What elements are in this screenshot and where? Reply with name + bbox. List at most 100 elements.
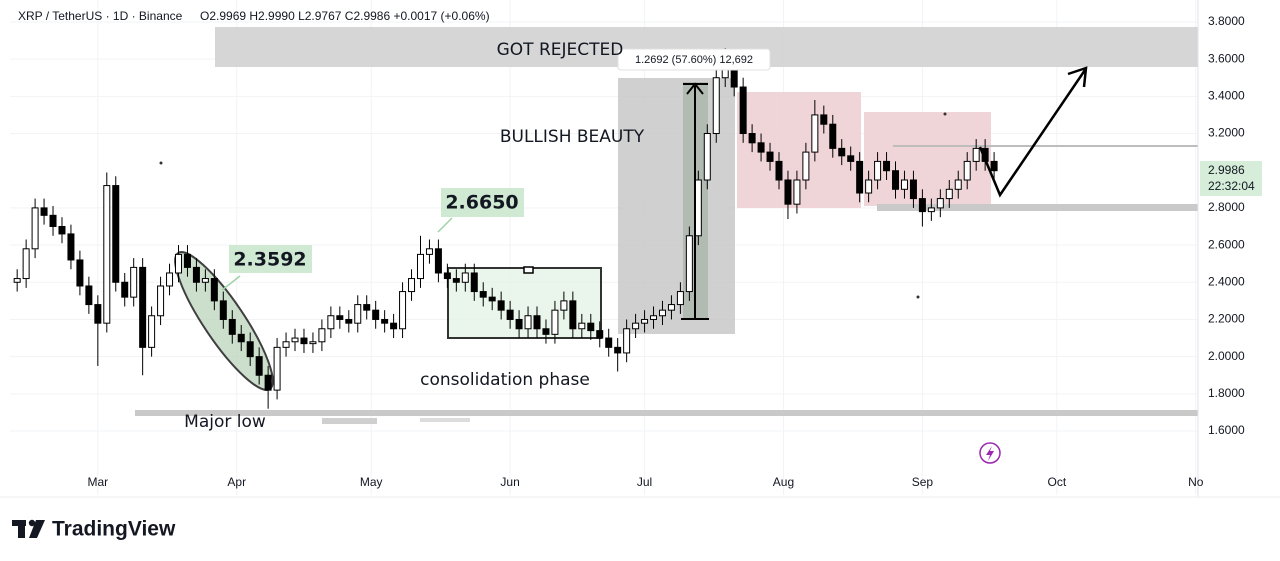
candle-body bbox=[166, 272, 174, 287]
x-tick-label: Aug bbox=[773, 475, 794, 489]
candle-body bbox=[945, 188, 953, 200]
candle-body bbox=[802, 151, 810, 181]
event-icon-bolt bbox=[986, 446, 994, 461]
candle-body bbox=[694, 179, 702, 237]
candle-body bbox=[174, 253, 182, 274]
bullish-label: BULLISH BEAUTY bbox=[500, 127, 645, 147]
ohlc-label: O2.9969 H2.9990 L2.9767 C2.9986 +0.0017 … bbox=[200, 9, 490, 23]
candle-body bbox=[210, 278, 218, 302]
candle-body bbox=[381, 318, 389, 324]
candle-body bbox=[766, 151, 774, 162]
candle-body bbox=[569, 300, 577, 330]
candle-body bbox=[874, 160, 882, 181]
candle-body bbox=[650, 315, 658, 320]
candle-body bbox=[927, 207, 935, 213]
candle-body bbox=[318, 328, 326, 343]
candle-body bbox=[829, 123, 837, 149]
candle-body bbox=[255, 356, 263, 376]
brand-logo bbox=[12, 519, 45, 538]
candle-body bbox=[264, 374, 272, 391]
last-price-badge bbox=[1200, 161, 1262, 196]
candle-body bbox=[632, 322, 640, 330]
candle-body bbox=[793, 179, 801, 205]
measure-label-box bbox=[617, 48, 771, 71]
candle-body bbox=[560, 300, 568, 311]
symbol-label: XRP / TetherUS · 1D · Binance bbox=[18, 9, 183, 23]
major-low-zone bbox=[135, 410, 1198, 416]
x-tick-label: Oct bbox=[1048, 475, 1067, 489]
candle-body bbox=[390, 322, 398, 330]
candle-body bbox=[336, 315, 344, 320]
dot bbox=[159, 161, 163, 165]
candle-body bbox=[300, 337, 308, 345]
candle-body bbox=[784, 179, 792, 205]
y-tick-label: 2.6000 bbox=[1208, 237, 1245, 251]
volume-gap bbox=[322, 418, 377, 424]
candle-body bbox=[157, 285, 165, 317]
y-tick-label: 2.2000 bbox=[1208, 312, 1245, 326]
support-zone bbox=[877, 204, 1198, 211]
candle-body bbox=[291, 337, 299, 343]
y-tick-label: 2.4000 bbox=[1208, 274, 1245, 288]
candle-body bbox=[667, 304, 675, 311]
candle-body bbox=[515, 318, 523, 330]
volume-gap bbox=[420, 418, 470, 422]
y-tick-label: 3.2000 bbox=[1208, 126, 1245, 140]
candle-body bbox=[130, 266, 138, 298]
candle-body bbox=[605, 337, 613, 348]
x-tick-label: No bbox=[1188, 475, 1204, 489]
y-tick-label: 3.8000 bbox=[1208, 14, 1245, 28]
dot bbox=[943, 112, 947, 116]
major-low-label: Major low bbox=[184, 412, 266, 432]
candle-body bbox=[838, 147, 846, 157]
candle-body bbox=[497, 300, 505, 311]
x-tick-label: Apr bbox=[227, 475, 246, 489]
candle-body bbox=[372, 309, 380, 320]
brand-name: TradingView bbox=[52, 518, 176, 541]
callout-label: 2.6650 bbox=[445, 192, 518, 214]
candle-body bbox=[676, 291, 684, 306]
candle-body bbox=[273, 346, 281, 391]
candle-body bbox=[596, 330, 604, 339]
x-tick-label: Mar bbox=[87, 475, 108, 489]
candle-body bbox=[408, 278, 416, 293]
candle-body bbox=[112, 185, 120, 283]
x-tick-label: Sep bbox=[912, 475, 934, 489]
y-tick-label: 3.4000 bbox=[1208, 88, 1245, 102]
candle-body bbox=[757, 142, 765, 153]
candles bbox=[13, 47, 998, 409]
candle-body bbox=[452, 278, 460, 283]
candle-body bbox=[739, 86, 747, 135]
candle-body bbox=[533, 315, 541, 330]
candle-body bbox=[49, 214, 57, 227]
candle-body bbox=[488, 296, 496, 302]
candle-body bbox=[282, 341, 290, 348]
candle-body bbox=[22, 248, 30, 280]
candle-body bbox=[94, 304, 102, 324]
candle-body bbox=[139, 266, 147, 348]
y-tick-label: 3.6000 bbox=[1208, 51, 1245, 65]
candle-body bbox=[936, 198, 944, 209]
candle-body bbox=[909, 179, 917, 200]
candle-body bbox=[748, 133, 756, 144]
candle-body bbox=[192, 266, 200, 283]
callout-line bbox=[221, 275, 241, 291]
candle-body bbox=[416, 253, 424, 280]
candle-body bbox=[658, 309, 666, 317]
candle-body bbox=[820, 114, 828, 125]
candle-body bbox=[542, 328, 550, 335]
last-price: 2.9986 bbox=[1208, 163, 1245, 177]
dot bbox=[916, 295, 920, 299]
candle-body bbox=[685, 235, 693, 293]
candle-body bbox=[506, 309, 514, 320]
y-tick-label: 2.8000 bbox=[1208, 200, 1245, 214]
candle-body bbox=[883, 160, 891, 172]
x-tick-label: Jun bbox=[500, 475, 519, 489]
candle-body bbox=[67, 233, 75, 261]
candle-body bbox=[990, 160, 998, 172]
candle-body bbox=[703, 133, 711, 181]
arrow-head bbox=[1067, 66, 1088, 88]
candle-body bbox=[551, 309, 559, 335]
